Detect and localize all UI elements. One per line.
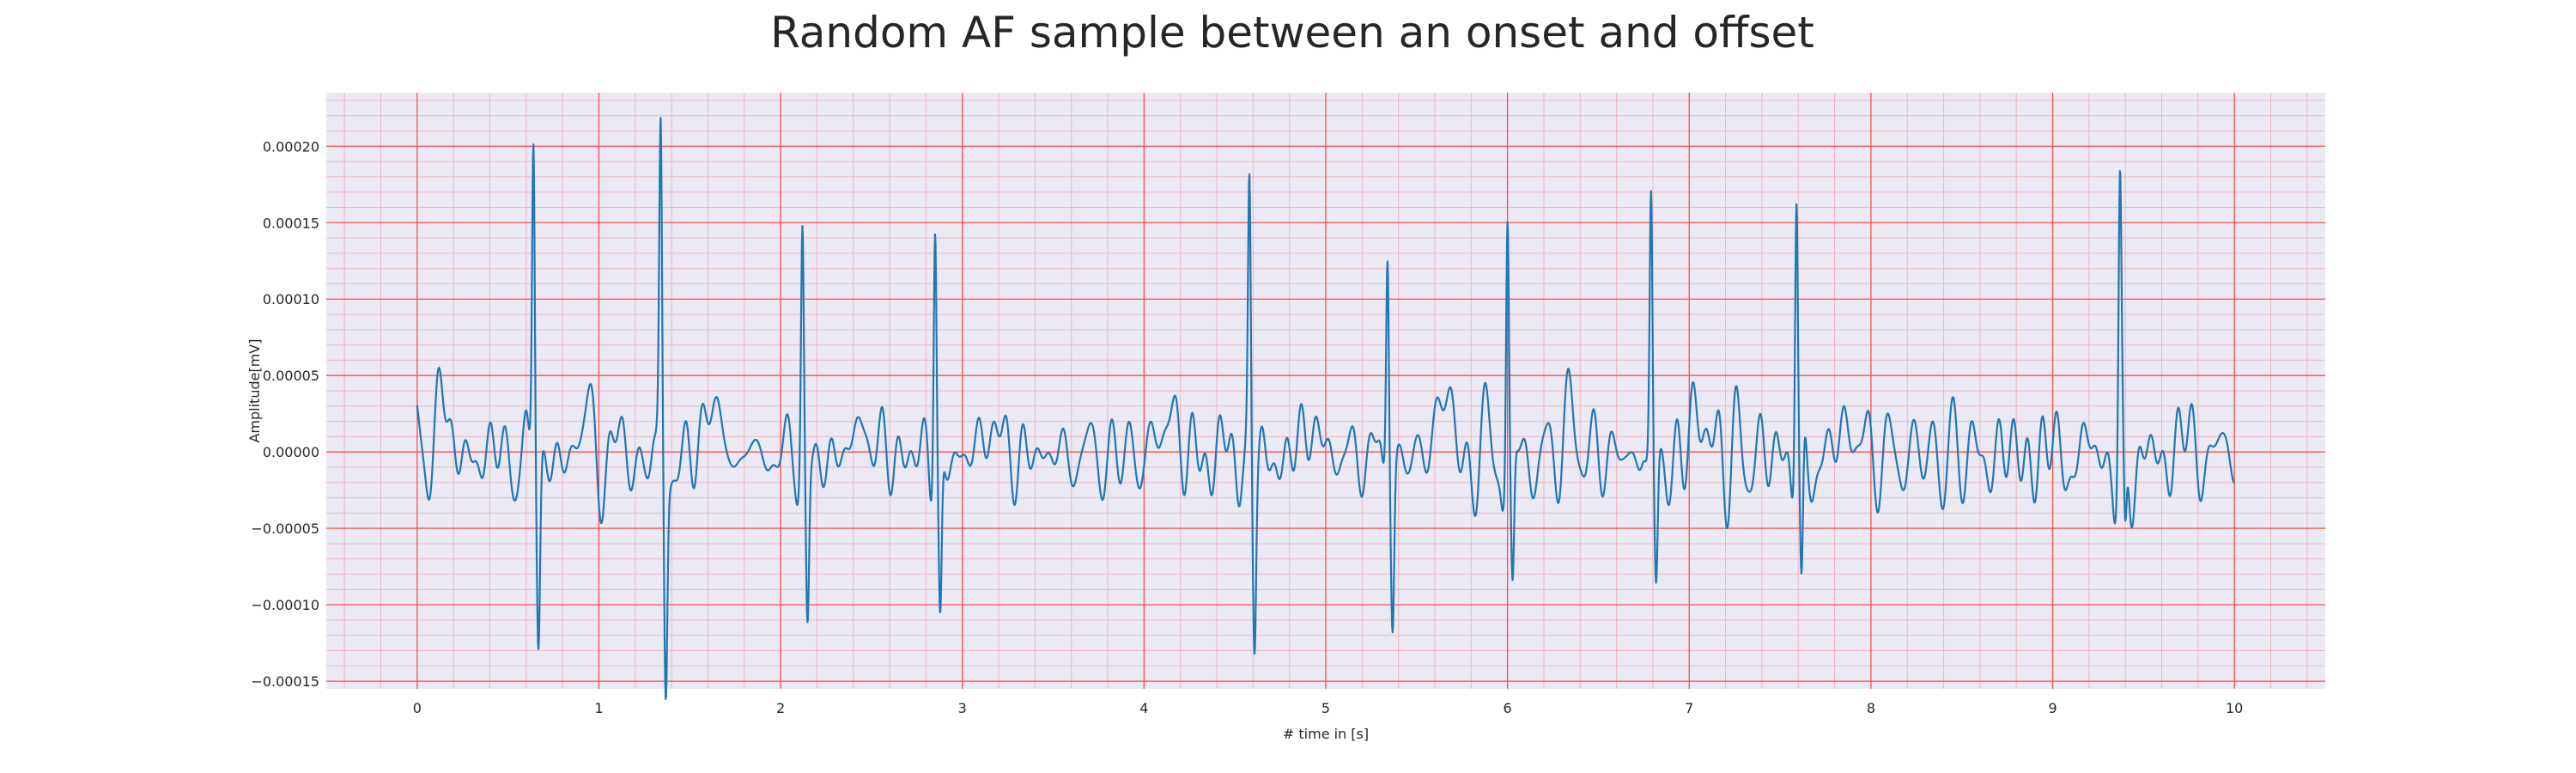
x-tick-label: 0 [413,700,422,716]
y-tick-label: 0.00015 [263,215,319,231]
y-tick-label: −0.00010 [251,597,319,613]
x-tick-label: 1 [594,700,603,716]
x-tick-label: 7 [1685,700,1693,716]
y-tick-label: −0.00015 [251,673,319,690]
x-tick-label: 2 [776,700,785,716]
y-tick-label: 0.00000 [263,444,319,460]
chart-title: Random AF sample between an onset and of… [770,8,1814,58]
y-axis-label: Amplitude[mV] [246,338,263,442]
y-tick-label: 0.00005 [263,368,319,384]
y-tick-label: −0.00005 [251,520,319,537]
y-tick-label: 0.00010 [263,291,319,307]
x-tick-label: 6 [1504,700,1512,716]
x-tick-label: 5 [1321,700,1330,716]
x-tick-label: 4 [1139,700,1148,716]
x-tick-label: 8 [1867,700,1875,716]
x-tick-label: 10 [2226,700,2243,716]
x-axis-ticks: 0 1 2 3 4 5 6 7 8 9 10 [413,700,2244,716]
x-tick-label: 3 [958,700,967,716]
x-axis-label: # time in [s] [1283,726,1369,742]
x-tick-label: 9 [2048,700,2057,716]
y-tick-label: 0.00020 [263,138,319,155]
